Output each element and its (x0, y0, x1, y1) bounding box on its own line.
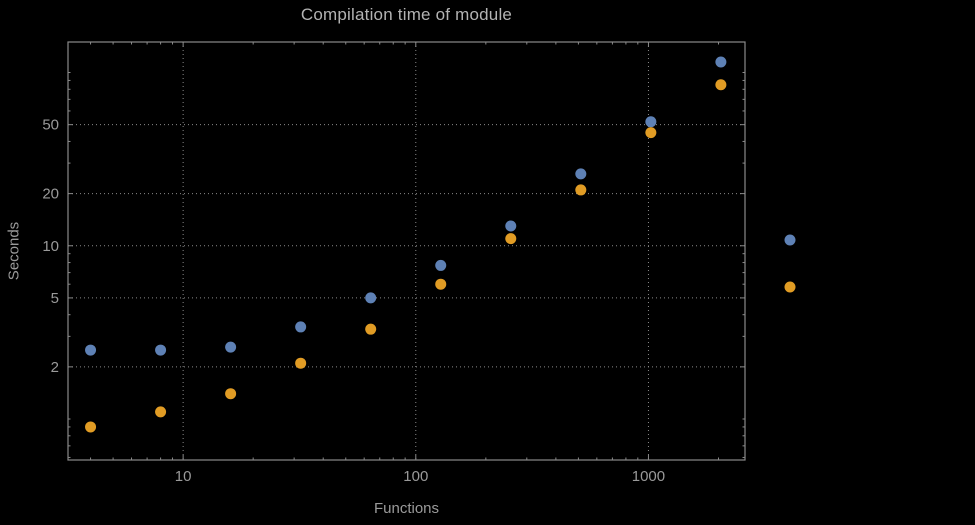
data-point (295, 357, 307, 369)
data-point (155, 406, 167, 418)
legend-marker (784, 234, 796, 246)
y-axis-label: Seconds (5, 221, 23, 281)
data-point (365, 292, 377, 304)
x-axis-label: Functions (373, 500, 440, 517)
data-point (225, 341, 237, 353)
data-point (365, 323, 377, 335)
data-point (645, 127, 657, 139)
data-point (645, 116, 657, 128)
data-point (505, 220, 517, 232)
data-point (575, 184, 587, 196)
data-point (435, 259, 447, 271)
y-tick-label: 50 (42, 117, 59, 134)
plot-frame (67, 41, 746, 461)
x-tick-label: 100 (403, 468, 428, 485)
x-tick-label: 10 (175, 468, 192, 485)
data-point (85, 344, 97, 356)
x-tick-label: 1000 (632, 468, 665, 485)
data-point (715, 79, 727, 91)
y-tick-label: 10 (42, 238, 59, 255)
data-point (155, 344, 167, 356)
data-point (715, 56, 727, 68)
y-tick-label: 20 (42, 186, 59, 203)
data-point (505, 233, 517, 245)
chart-title: Compilation time of module (300, 5, 513, 24)
y-tick-label: 5 (51, 290, 59, 307)
y-tick-label: 2 (51, 359, 59, 376)
data-point (85, 421, 97, 433)
data-point (575, 168, 587, 180)
data-point (295, 321, 307, 333)
data-point (225, 388, 237, 400)
legend-marker (784, 281, 796, 293)
data-point (435, 278, 447, 290)
